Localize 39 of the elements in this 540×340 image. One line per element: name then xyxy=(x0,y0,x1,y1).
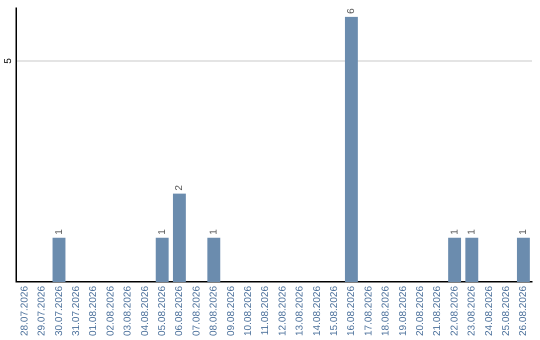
data-label: 6 xyxy=(346,8,358,14)
x-tick-label: 13.08.2026 xyxy=(294,286,306,336)
x-tick-label: 18.08.2026 xyxy=(380,286,392,336)
x-tick-label: 12.08.2026 xyxy=(277,286,288,336)
x-tick-label: 06.08.2026 xyxy=(174,286,186,336)
x-tick-label: 24.08.2026 xyxy=(484,286,495,336)
x-tick-label: 19.08.2026 xyxy=(398,286,409,336)
x-tick-label: 01.08.2026 xyxy=(88,286,100,336)
x-tick-label: 16.08.2026 xyxy=(346,286,358,336)
x-tick-label: 15.08.2026 xyxy=(328,286,340,336)
x-tick-label: 07.08.2026 xyxy=(191,286,202,336)
x-tick-label: 23.08.2026 xyxy=(466,286,478,336)
x-tick-label: 22.08.2026 xyxy=(449,286,460,336)
x-tick-label: 04.08.2026 xyxy=(140,286,151,336)
x-tick-label: 21.08.2026 xyxy=(432,286,444,336)
x-tick-label: 17.08.2026 xyxy=(363,286,374,336)
x-tick-label: 03.08.2026 xyxy=(122,286,134,336)
x-tick-label: 05.08.2026 xyxy=(156,286,168,336)
x-tick-label: 28.07.2026 xyxy=(19,286,30,336)
data-label: 1 xyxy=(449,228,460,235)
data-label: 1 xyxy=(156,228,168,235)
y-tick-label: 5 xyxy=(2,58,14,64)
data-label: 1 xyxy=(518,228,530,235)
x-tick-label: 14.08.2026 xyxy=(312,286,323,336)
x-tick-label: 08.08.2026 xyxy=(208,286,220,336)
x-tick-label: 02.08.2026 xyxy=(105,286,116,336)
data-label: 1 xyxy=(54,228,65,235)
x-tick-label: 26.08.2026 xyxy=(518,286,530,336)
x-tick-label: 11.08.2026 xyxy=(260,286,272,336)
x-tick-label: 09.08.2026 xyxy=(226,286,237,336)
x-tick-label: 31.07.2026 xyxy=(70,286,82,336)
x-tick-label: 29.07.2026 xyxy=(36,286,48,336)
x-tick-label: 10.08.2026 xyxy=(242,286,254,336)
data-label: 1 xyxy=(208,228,220,235)
data-label: 2 xyxy=(174,184,186,191)
data-label: 1 xyxy=(466,228,478,235)
x-tick-label: 30.07.2026 xyxy=(54,286,65,336)
x-tick-label: 25.08.2026 xyxy=(500,286,512,336)
x-tick-label: 20.08.2026 xyxy=(414,286,426,336)
